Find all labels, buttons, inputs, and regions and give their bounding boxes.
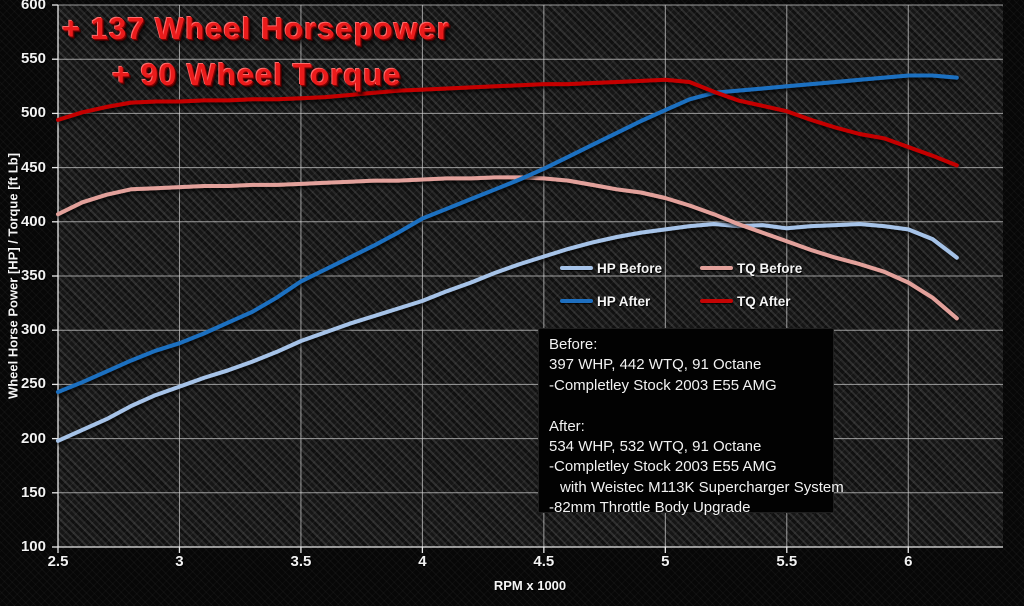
info-after-setup: -Completley Stock 2003 E55 AMG <box>549 458 777 476</box>
chart-title-line2: + 90 Wheel Torque <box>112 57 402 92</box>
info-after-heading: After: <box>549 417 585 435</box>
info-before-setup: -Completley Stock 2003 E55 AMG <box>549 376 777 394</box>
y-tick-label: 100 <box>20 538 46 555</box>
x-tick-label: 6 <box>904 553 913 570</box>
info-blank-line <box>549 396 823 416</box>
tq-before-line-swatch <box>700 266 733 270</box>
curve-hp-before <box>56 222 959 443</box>
x-tick-label: 3.5 <box>290 553 312 570</box>
y-tick-label: 450 <box>20 158 46 176</box>
hp-after-line-swatch <box>560 299 593 303</box>
curve-hp-after <box>56 73 959 394</box>
axes <box>52 4 1003 553</box>
y-tick-label: 400 <box>20 212 46 230</box>
y-tick-label: 250 <box>20 375 46 393</box>
y-tick-label: 150 <box>20 483 46 501</box>
info-after-supercharger: with Weistec M113K Supercharger System <box>560 478 844 496</box>
y-tick-label: 350 <box>20 267 46 284</box>
chart-title-line1: + 137 Wheel Horsepower <box>62 11 451 46</box>
x-tick-label: 5 <box>661 553 670 570</box>
legend-item-hp-after: HP After <box>560 292 700 310</box>
chart-title: + 137 Wheel Horsepower + 90 Wheel Torque <box>62 6 450 98</box>
x-tick-label: 5.5 <box>776 553 798 570</box>
before-after-info-box: Before: 397 WHP, 442 WTQ, 91 Octane -Com… <box>538 328 844 516</box>
y-tick-label: 200 <box>20 429 46 447</box>
hp-before-line-swatch <box>560 266 593 270</box>
info-before-numbers: 397 WHP, 442 WTQ, 91 Octane <box>549 356 762 374</box>
x-tick-label: 2.5 <box>47 553 69 570</box>
legend-label-hp-after: HP After <box>597 293 651 309</box>
y-tick-label: 500 <box>20 104 46 122</box>
legend-label-hp-before: HP Before <box>597 260 663 276</box>
chart-legend: HP Before TQ Before HP After TQ After <box>560 259 802 310</box>
curve-tq-after <box>56 77 959 168</box>
legend-label-tq-after: TQ After <box>737 293 791 309</box>
y-tick-label: 600 <box>20 0 46 13</box>
info-after-throttle: -82mm Throttle Body Upgrade <box>549 499 751 517</box>
x-tick-label: 4.5 <box>533 553 555 570</box>
dyno-curves <box>56 73 959 443</box>
curve-tq-before <box>56 175 959 321</box>
x-tick-label: 4 <box>418 553 427 570</box>
tq-after-line-swatch <box>700 299 733 303</box>
x-tick-label: 3 <box>175 553 184 570</box>
y-tick-label: 300 <box>20 321 46 339</box>
legend-item-tq-before: TQ Before <box>700 259 802 277</box>
y-tick-label: 550 <box>20 50 46 68</box>
info-after-numbers: 534 WHP, 532 WTQ, 91 Octane <box>549 438 762 456</box>
x-axis-title: RPM x 1000 <box>493 578 567 593</box>
legend-item-hp-before: HP Before <box>560 259 700 277</box>
legend-label-tq-before: TQ Before <box>737 260 803 276</box>
y-axis-title: Wheel Horse Power [HP] / Torque [ft Lb] <box>5 152 21 400</box>
info-before-heading: Before: <box>549 336 598 353</box>
legend-item-tq-after: TQ After <box>700 292 802 310</box>
